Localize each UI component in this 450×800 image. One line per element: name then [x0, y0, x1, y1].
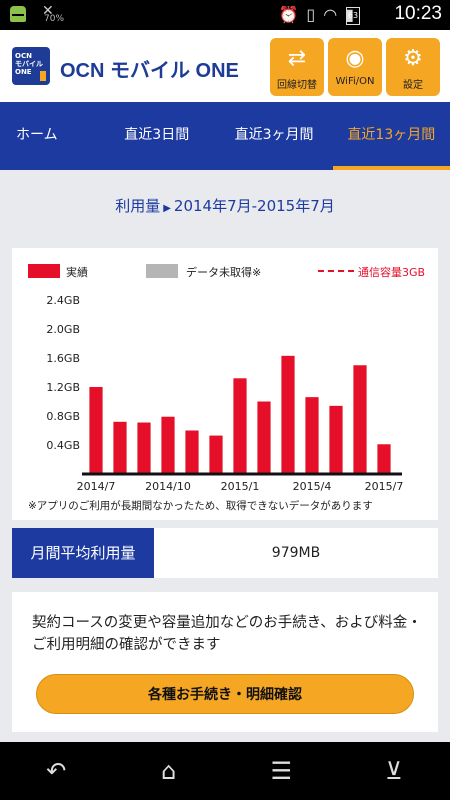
app-logo: OCN モバイル ONE [12, 47, 50, 85]
tab-3months[interactable]: 直近3ヶ月間 [234, 127, 314, 143]
usage-chart-card: 実績 データ未取得※ 通信容量3GB 0.4GB 0.8GB 1.2GB 1.6GB 2… [12, 248, 438, 520]
app-title: OCN モバイル ONE [60, 60, 239, 82]
y-tick-label: 2.0GB [46, 323, 80, 336]
bar-2014/10 [161, 416, 175, 474]
legend-actual: 実績 [66, 266, 88, 279]
bar-2014/7 [89, 387, 103, 474]
home-icon[interactable]: ⌂ [161, 757, 177, 785]
gear-icon: ⚙ [403, 46, 423, 71]
wifi-button[interactable]: ◉ WiFi/ON [328, 38, 382, 96]
bar-2015/6 [353, 365, 367, 474]
legend-no-data: データ未取得※ [186, 266, 262, 279]
chart-note: ※アプリのご利用が長期間なかったため、取得できないデータがあります [28, 500, 373, 512]
usage-bar-chart: 0.4GB 0.8GB 1.2GB 1.6GB 2.0GB 2.4GB 2014/7 2014… [46, 294, 404, 493]
x-tick-label: 2014/10 [145, 480, 191, 493]
average-label: 月間平均利用量 [12, 528, 154, 578]
average-value: 979MB [271, 545, 321, 561]
usage-label: 利用量 [115, 197, 161, 215]
bar-2014/12 [209, 435, 223, 474]
signal-percent: 70% [44, 14, 65, 24]
clock: 10:23 [394, 3, 442, 24]
android-debug-icon [10, 6, 26, 22]
x-tick-label: 2015/7 [365, 480, 404, 493]
status-bar: ✕ 70% ⏰ ▯ ◠ ▮ 63 10:23 [0, 0, 450, 30]
app-header: OCN モバイル ONE OCN モバイル ONE ⇄ 回線切替 ◉ WiFi/… [0, 30, 450, 102]
procedures-card: 契約コースの変更や容量追加などのお手続き、および料金・ご利用明細の確認ができます… [12, 592, 438, 732]
y-tick-label: 0.8GB [46, 410, 80, 423]
bar-2015/1 [233, 378, 247, 474]
wifi-status-icon: ◠ [323, 5, 338, 24]
line-switch-icon: ⇄ [287, 46, 307, 71]
procedures-description: 契約コースの変更や容量追加などのお手続き、および料金・ご利用明細の確認ができます [32, 615, 422, 653]
hide-keyboard-icon[interactable]: ⊻ [384, 757, 403, 785]
cell-signal-icon: ▮ [345, 5, 354, 24]
bar-2015/3 [281, 355, 295, 474]
monthly-average: 月間平均利用量 979MB [12, 528, 438, 578]
settings-button[interactable]: ⚙ 設定 [386, 38, 440, 96]
y-tick-label: 0.4GB [46, 439, 80, 452]
y-tick-label: 2.4GB [46, 294, 80, 307]
bar-2015/7 [377, 444, 391, 474]
legend-dash-limit [318, 270, 354, 272]
bar-2015/4 [305, 397, 319, 474]
y-tick-label: 1.2GB [46, 381, 80, 394]
tab-13months[interactable]: 直近13ヶ月間 [332, 102, 450, 170]
usage-range-title: 利用量 ▶ 2014年7月-2015年7月 [0, 180, 450, 232]
tab-3days[interactable]: 直近3日間 [124, 127, 190, 143]
line-switch-button[interactable]: ⇄ 回線切替 [270, 38, 324, 96]
legend-swatch-no-data [146, 264, 178, 278]
x-tick-label: 2014/7 [77, 480, 116, 493]
battery-icon: 63 [346, 7, 360, 25]
back-icon[interactable]: ↶ [46, 757, 67, 785]
x-tick-label: 2015/4 [293, 480, 332, 493]
legend-limit: 通信容量3GB [358, 266, 426, 279]
usage-period: 2014年7月-2015年7月 [173, 197, 335, 215]
bar-2014/9 [137, 422, 151, 474]
no-signal-icon: ✕ [42, 3, 54, 19]
bar-2014/8 [113, 421, 127, 474]
tab-home[interactable]: ホーム [16, 127, 58, 143]
alarm-icon: ⏰ [278, 5, 299, 24]
procedures-button[interactable]: 各種お手続き・明細確認 [36, 674, 414, 714]
system-nav-bar: ↶ ⌂ ☰ ⊻ [0, 742, 450, 800]
vibrate-icon: ▯ [306, 5, 316, 24]
caret-right-icon: ▶ [163, 203, 171, 214]
menu-icon[interactable]: ☰ [270, 757, 292, 785]
wifi-icon: ◉ [345, 46, 365, 71]
bar-2014/11 [185, 430, 199, 474]
x-tick-label: 2015/1 [221, 480, 260, 493]
y-tick-label: 1.6GB [46, 352, 80, 365]
chart-legend: 実績 データ未取得※ 通信容量3GB [12, 262, 438, 280]
legend-swatch-actual [28, 264, 60, 278]
bar-2015/2 [257, 401, 271, 474]
period-tabs: ホーム 直近3日間 直近3ヶ月間 直近13ヶ月間 [0, 102, 450, 170]
bar-2015/5 [329, 405, 343, 474]
